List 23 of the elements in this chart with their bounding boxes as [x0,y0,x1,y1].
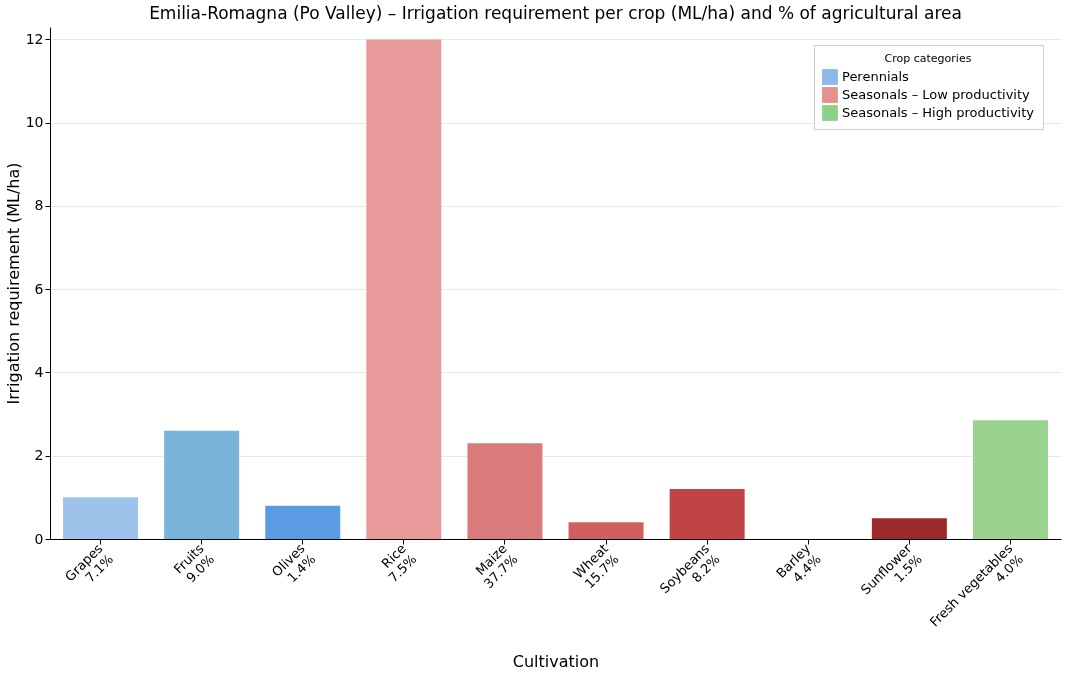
legend-title: Crop categories [884,52,972,65]
legend-label: Seasonals – High productivity [842,105,1035,120]
bar [63,497,139,539]
bar [972,420,1048,539]
y-tick-label: 4 [34,364,44,380]
y-tick-label: 2 [34,447,44,464]
bar [164,430,240,539]
y-tick-label: 6 [34,280,44,297]
bar [467,443,543,539]
y-tick-label: 8 [34,197,44,214]
bar [871,518,947,539]
y-axis-title: Irrigation requirement (ML/ha) [3,162,23,405]
chart-title: Emilia-Romagna (Po Valley) – Irrigation requirement per crop (ML/ha) and % of agricultural area [149,3,962,23]
y-tick-label: 0 [34,530,44,547]
x-axis-title: Cultivation [512,652,600,672]
bar [669,489,745,539]
bar [265,505,341,539]
legend-label: Seasonals – Low productivity [842,87,1031,102]
y-tick-label: 12 [25,30,44,47]
bar [366,39,442,539]
legend-label: Perennials [842,69,910,84]
y-tick-label: 10 [25,114,44,131]
bar [568,522,644,539]
